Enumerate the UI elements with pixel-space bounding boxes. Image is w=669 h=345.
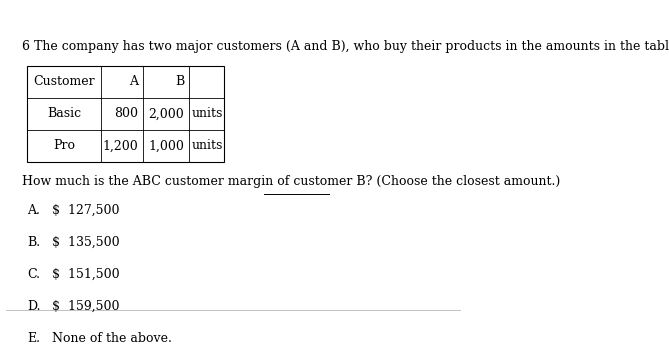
Text: $  159,500: $ 159,500 bbox=[52, 300, 120, 313]
Text: C.: C. bbox=[27, 268, 40, 281]
Text: A.: A. bbox=[27, 204, 39, 217]
Text: Pro: Pro bbox=[53, 139, 75, 152]
Text: 2,000: 2,000 bbox=[149, 107, 184, 120]
Text: How much is the ABC customer margin of customer B? (Choose the closest amount.): How much is the ABC customer margin of c… bbox=[22, 175, 561, 188]
Text: B: B bbox=[175, 75, 184, 88]
Text: $  151,500: $ 151,500 bbox=[52, 268, 120, 281]
Text: Customer: Customer bbox=[33, 75, 95, 88]
Text: 800: 800 bbox=[114, 107, 138, 120]
Text: E.: E. bbox=[27, 332, 40, 345]
Text: D.: D. bbox=[27, 300, 40, 313]
Text: 6 The company has two major customers (A and B), who buy their products in the a: 6 The company has two major customers (A… bbox=[22, 40, 669, 53]
Text: Basic: Basic bbox=[47, 107, 81, 120]
Text: A: A bbox=[129, 75, 138, 88]
Text: units: units bbox=[191, 139, 223, 152]
Text: 1,000: 1,000 bbox=[149, 139, 184, 152]
Text: $  135,500: $ 135,500 bbox=[52, 236, 120, 249]
Text: 1,200: 1,200 bbox=[102, 139, 138, 152]
Text: None of the above.: None of the above. bbox=[52, 332, 172, 345]
Text: $  127,500: $ 127,500 bbox=[52, 204, 120, 217]
Text: units: units bbox=[191, 107, 223, 120]
Bar bbox=[27, 66, 223, 162]
Text: B.: B. bbox=[27, 236, 40, 249]
